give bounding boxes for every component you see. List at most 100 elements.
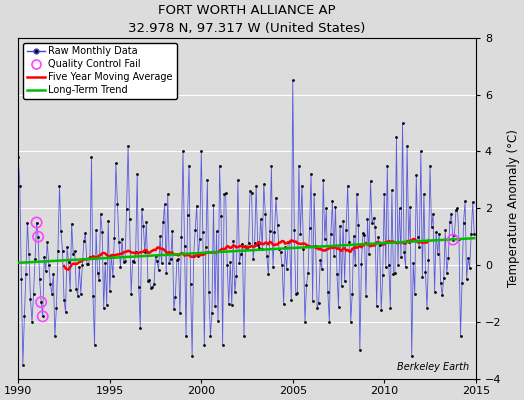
Point [224,301,233,307]
Point [77,290,85,297]
Point [195,236,204,242]
Point [426,162,434,169]
Point [235,260,244,266]
Point [363,216,372,223]
Point [127,290,135,297]
Point [219,342,227,348]
Point [162,270,170,276]
Point [346,319,355,325]
Point [356,347,364,354]
Point [200,342,209,348]
Point [238,241,247,247]
Point [32,219,41,226]
Point [468,199,477,206]
Point [453,205,462,212]
Point [100,305,108,311]
Point [270,229,279,235]
Point [229,238,237,244]
Point [64,258,73,265]
Point [313,305,321,311]
Point [215,162,224,169]
Point [227,302,236,308]
Point [269,264,277,270]
Point [257,216,265,222]
Point [348,291,356,298]
Point [174,255,182,262]
Point [252,182,260,189]
Point [197,148,205,155]
Point [78,262,86,268]
Point [167,256,175,262]
Point [45,262,53,268]
Point [354,222,363,229]
Point [156,233,165,240]
Point [92,227,100,233]
Point [16,182,24,189]
Point [272,194,280,201]
Point [337,283,346,289]
Point [443,270,451,276]
Point [369,214,378,221]
Point [391,270,399,276]
Point [135,284,143,290]
Point [80,238,88,245]
Point [264,271,272,278]
Point [246,188,254,194]
Point [118,235,126,242]
Point [350,233,358,239]
Point [182,333,190,340]
Point [440,275,448,282]
Point [89,293,97,299]
Point [176,310,184,316]
Point [179,148,187,155]
Point [190,252,198,259]
Point [157,260,166,267]
Point [116,264,125,270]
Point [217,213,225,220]
Point [14,154,23,160]
Text: Berkeley Earth: Berkeley Earth [397,362,469,372]
Point [395,205,403,212]
Point [307,171,315,177]
Point [208,310,216,316]
Point [465,264,474,271]
Point [249,256,257,262]
Point [32,219,41,226]
Point [330,253,338,260]
Point [351,262,359,268]
Point [29,290,38,297]
Point [107,252,115,258]
Point [191,227,199,234]
Point [244,240,253,246]
Point [113,200,122,207]
Point [278,262,286,268]
Point [345,238,353,245]
Point [133,171,141,177]
Point [452,207,460,214]
Point [163,191,172,198]
Point [93,270,102,277]
Point [90,342,99,348]
Point [240,333,248,340]
Point [168,228,177,234]
Point [73,293,82,299]
Point [366,178,375,184]
Point [386,305,395,311]
Point [286,238,294,244]
Point [37,299,46,305]
Point [290,226,299,233]
Point [287,297,296,303]
Point [145,276,154,283]
Point [34,234,42,240]
Point [467,231,475,237]
Point [125,216,134,222]
Point [289,77,297,84]
Point [417,148,425,155]
Point [441,227,450,234]
Point [132,248,140,255]
Point [57,228,65,234]
Point [380,191,388,197]
Point [173,257,181,263]
Point [432,229,440,236]
Point [112,160,120,166]
